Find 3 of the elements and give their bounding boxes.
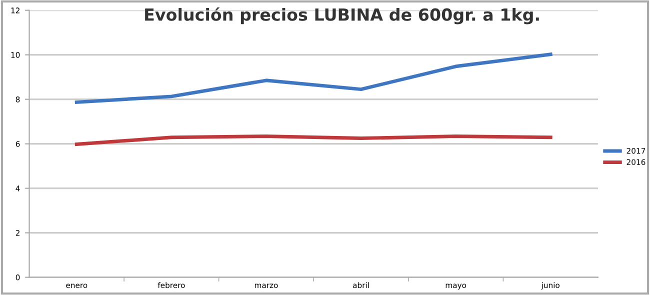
chart-title: Evolución precios LUBINA de 600gr. a 1kg. [145,7,539,24]
line-series [74,134,552,146]
line-series [74,52,552,104]
